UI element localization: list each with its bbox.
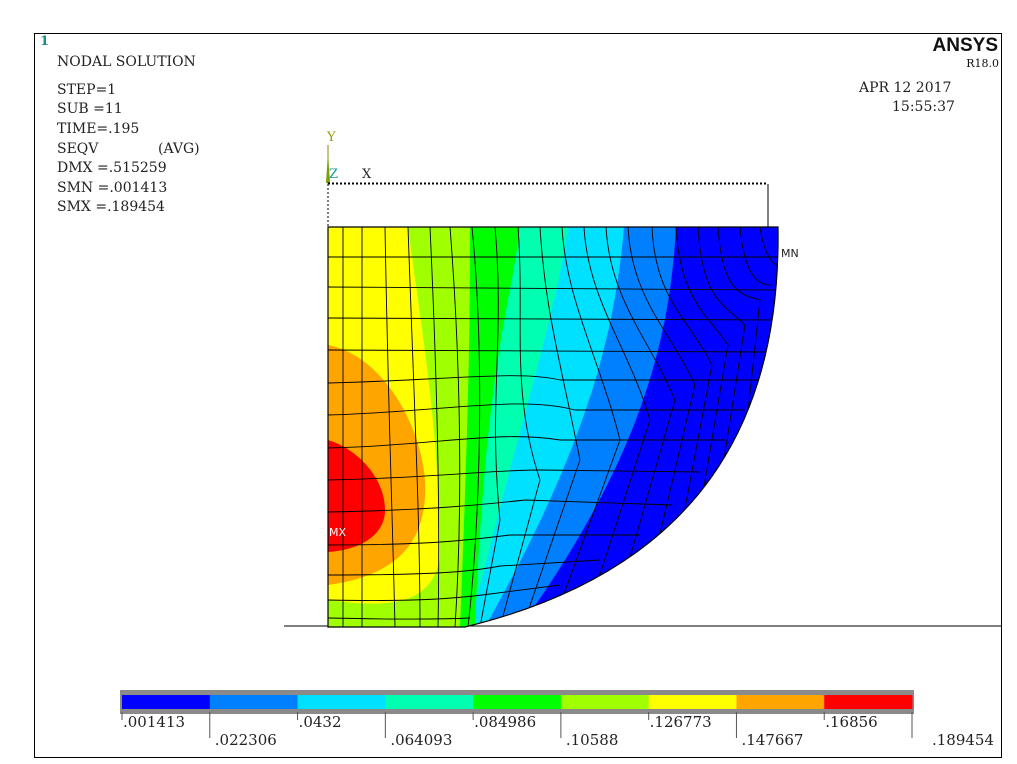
min-marker: MN bbox=[781, 247, 799, 260]
legend-swatch bbox=[297, 695, 386, 709]
triad-y-label: Y bbox=[326, 130, 336, 145]
contour-bands bbox=[328, 227, 779, 627]
legend-label-bottom: .10588 bbox=[566, 731, 619, 749]
dmx-label: DMX =.515259 bbox=[57, 160, 167, 176]
legend-label-bottom: .189454 bbox=[932, 731, 994, 749]
legend-label-bottom: .064093 bbox=[390, 731, 452, 749]
window-number: 1 bbox=[40, 34, 50, 49]
max-marker: MX bbox=[329, 526, 346, 539]
mesh bbox=[328, 227, 779, 627]
triad-z-label: Z bbox=[329, 167, 338, 182]
time-label: TIME=.195 bbox=[57, 121, 140, 137]
undeformed-outline bbox=[327, 183, 769, 228]
legend-swatch bbox=[824, 695, 913, 709]
time-of-day-label: 15:55:37 bbox=[892, 99, 955, 115]
ansys-version: R18.0 bbox=[966, 57, 999, 70]
substep-label: SUB =11 bbox=[57, 101, 123, 117]
model-boundary bbox=[327, 226, 779, 628]
smn-label: SMN =.001413 bbox=[57, 180, 168, 196]
legend-swatch bbox=[736, 695, 825, 709]
legend-swatch bbox=[122, 695, 211, 709]
legend-label-top: .16856 bbox=[825, 713, 878, 731]
ansys-logo: ANSYS bbox=[932, 35, 998, 56]
legend-label-top: .126773 bbox=[650, 713, 712, 731]
legend-label-bottom: .147667 bbox=[741, 731, 803, 749]
legend-swatch bbox=[385, 695, 474, 709]
triad-x-label: X bbox=[362, 167, 372, 182]
result-item-label: SEQV bbox=[57, 141, 99, 157]
legend-label-top: .001413 bbox=[123, 713, 185, 731]
date-label: APR 12 2017 bbox=[859, 80, 952, 96]
legend-swatch bbox=[648, 695, 737, 709]
legend-swatch bbox=[473, 695, 562, 709]
color-legend: .001413 .0432 .084986 .126773 .16856 .022306.… bbox=[120, 690, 994, 749]
smx-label: SMX =.189454 bbox=[57, 199, 165, 215]
averaging-label: (AVG) bbox=[158, 141, 200, 157]
legend-swatch bbox=[560, 695, 650, 709]
legend-label-bottom: .022306 bbox=[215, 731, 277, 749]
band-red bbox=[328, 440, 385, 552]
legend-swatch bbox=[209, 695, 299, 709]
plot-title: NODAL SOLUTION bbox=[57, 54, 196, 70]
legend-label-top: .084986 bbox=[474, 713, 536, 731]
triad-arrow-icon bbox=[326, 152, 330, 183]
step-label: STEP=1 bbox=[57, 82, 117, 98]
legend-label-top: .0432 bbox=[299, 713, 342, 731]
